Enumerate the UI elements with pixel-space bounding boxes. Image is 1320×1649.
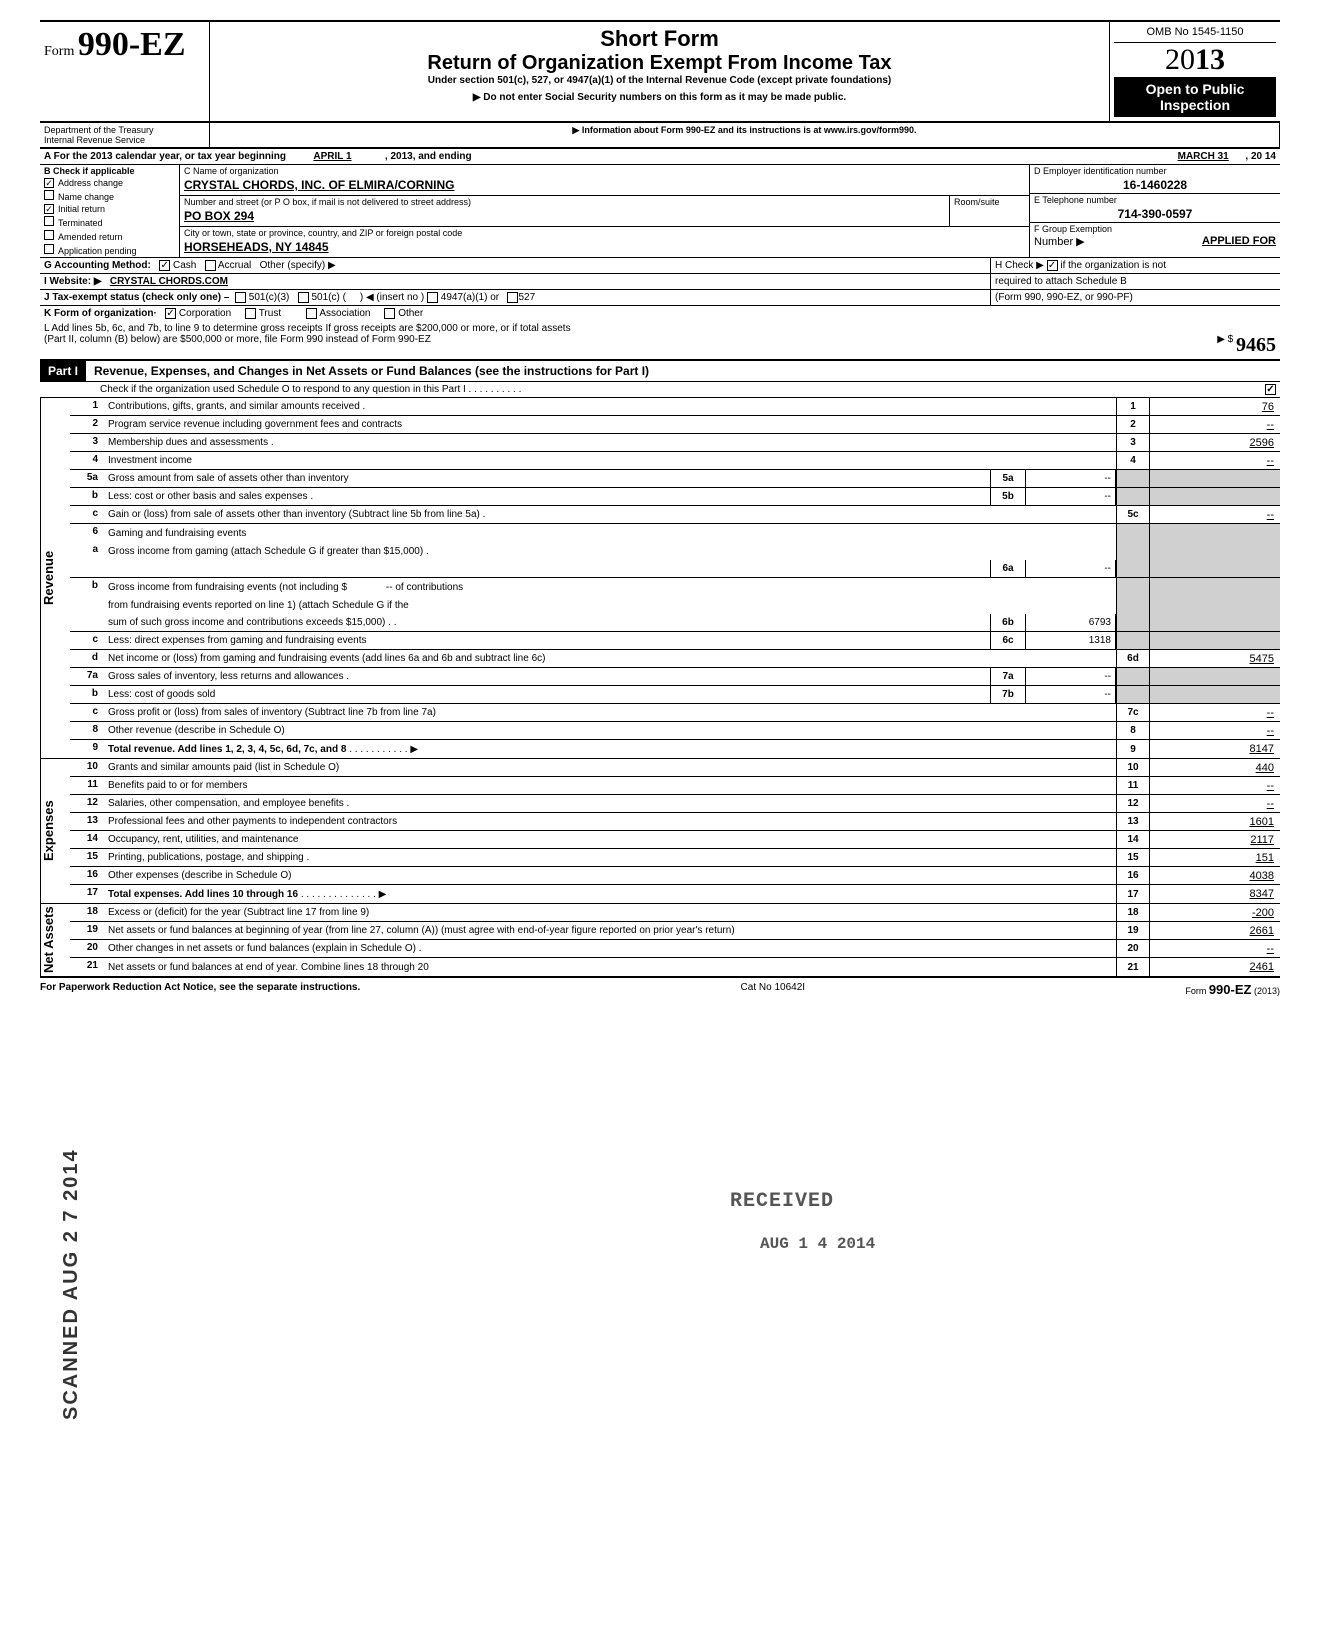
scanned-stamp: SCANNED AUG 2 7 2014 [60, 1148, 83, 1420]
form-number-cell: Form 990-EZ [40, 22, 210, 121]
checkbox-name-change[interactable] [44, 190, 54, 200]
checkbox-schedule-o[interactable]: ✓ [1265, 384, 1276, 395]
org-street: PO BOX 294 [180, 208, 949, 226]
checkbox-pending[interactable] [44, 244, 54, 254]
netassets-section: Net Assets 18Excess or (deficit) for the… [40, 904, 1280, 976]
revenue-label: Revenue [40, 398, 70, 758]
info-link: ▶ Information about Form 990-EZ and its … [210, 123, 1280, 147]
line-6b-amt: 6793 [1026, 614, 1116, 631]
line-11-amt: -- [1150, 777, 1280, 794]
year-end: MARCH 31 [1178, 151, 1229, 162]
line-21-amt: 2461 [1150, 958, 1280, 976]
omb-cell: OMB No 1545-1150 2013 Open to Public Ins… [1110, 22, 1280, 121]
row-i: I Website: ▶ CRYSTAL CHORDS.COM required… [40, 274, 1280, 290]
checkbox-527[interactable] [507, 292, 518, 303]
line-17-amt: 8347 [1150, 885, 1280, 903]
line-20-amt: -- [1150, 940, 1280, 957]
footer: For Paperwork Reduction Act Notice, see … [40, 976, 1280, 997]
title-cell: Short Form Return of Organization Exempt… [210, 22, 1110, 121]
line-18-amt: -200 [1150, 904, 1280, 921]
part1-check-row: Check if the organization used Schedule … [40, 382, 1280, 398]
checkbox-trust[interactable] [245, 308, 256, 319]
line-6c-amt: 1318 [1026, 632, 1116, 649]
dept-row: Department of the Treasury Internal Reve… [40, 123, 1280, 149]
org-city: HORSEHEADS, NY 14845 [180, 239, 1029, 257]
year-begin: APRIL 1 [313, 151, 351, 162]
col-b: B Check if applicable ✓Address change Na… [40, 165, 180, 257]
omb-no: OMB No 1545-1150 [1114, 26, 1276, 43]
no-ssn: ▶ Do not enter Social Security numbers o… [218, 92, 1101, 103]
date-stamp: AUG 1 4 2014 [760, 1235, 875, 1253]
line-9-amt: 8147 [1150, 740, 1280, 758]
checkbox-501c[interactable] [298, 292, 309, 303]
line-7c-amt: -- [1150, 704, 1280, 721]
checkbox-amended[interactable] [44, 230, 54, 240]
received-stamp: RECEIVED [730, 1190, 834, 1213]
phone: 714-390-0597 [1030, 206, 1280, 222]
line-19-amt: 2661 [1150, 922, 1280, 939]
row-k: K Form of organization· ✓ Corporation Tr… [40, 306, 1280, 321]
part1-header: Part I Revenue, Expenses, and Changes in… [40, 361, 1280, 382]
line-12-amt: -- [1150, 795, 1280, 812]
row-g: G Accounting Method: ✓ Cash Accrual Othe… [40, 258, 1280, 274]
open-public: Open to Public Inspection [1114, 77, 1276, 117]
col-c: C Name of organization CRYSTAL CHORDS, I… [180, 165, 1030, 257]
line-3-amt: 2596 [1150, 434, 1280, 451]
revenue-section: Revenue 1Contributions, gifts, grants, a… [40, 398, 1280, 759]
line-4-amt: -- [1150, 452, 1280, 469]
line-14-amt: 2117 [1150, 831, 1280, 848]
checkbox-501c3[interactable] [235, 292, 246, 303]
line-2-amt: -- [1150, 416, 1280, 433]
line-15-amt: 151 [1150, 849, 1280, 866]
col-d: D Employer identification number 16-1460… [1030, 165, 1280, 257]
checkbox-other[interactable] [384, 308, 395, 319]
form-990ez: Form 990-EZ Short Form Return of Organiz… [40, 20, 1280, 997]
form-number: 990-EZ [78, 26, 186, 63]
line-8-amt: -- [1150, 722, 1280, 739]
checkbox-accrual[interactable] [205, 260, 216, 271]
expenses-label: Expenses [40, 759, 70, 903]
line-6d-amt: 5475 [1150, 650, 1280, 667]
line-10-amt: 440 [1150, 759, 1280, 776]
row-l: L Add lines 5b, 6c, and 7b, to line 9 to… [40, 321, 1280, 361]
line-13-amt: 1601 [1150, 813, 1280, 830]
line-16-amt: 4038 [1150, 867, 1280, 884]
checkbox-4947[interactable] [427, 292, 438, 303]
row-j: J Tax-exempt status (check only one) – 5… [40, 290, 1280, 306]
line-1-amt: 76 [1150, 398, 1280, 415]
group-exemption: APPLIED FOR [1085, 235, 1276, 248]
checkbox-initial-return[interactable]: ✓ [44, 204, 54, 214]
line-5c-amt: -- [1150, 506, 1280, 523]
checkbox-terminated[interactable] [44, 216, 54, 226]
checkbox-address-change[interactable]: ✓ [44, 178, 54, 188]
tax-year: 2013 [1114, 43, 1276, 77]
org-name: CRYSTAL CHORDS, INC. OF ELMIRA/CORNING [180, 177, 1029, 195]
checkbox-cash[interactable]: ✓ [159, 260, 170, 271]
short-form: Short Form [218, 26, 1101, 52]
line-a: A For the 2013 calendar year, or tax yea… [40, 149, 1280, 165]
checkbox-assoc[interactable] [306, 308, 317, 319]
form-prefix: Form [44, 44, 74, 59]
gross-receipts: 9465 [1236, 334, 1276, 357]
ein: 16-1460228 [1030, 177, 1280, 193]
bcd-block: B Check if applicable ✓Address change Na… [40, 165, 1280, 258]
checkbox-corp[interactable]: ✓ [165, 308, 176, 319]
checkbox-h[interactable]: ✓ [1047, 260, 1058, 271]
netassets-label: Net Assets [40, 904, 70, 976]
header-row: Form 990-EZ Short Form Return of Organiz… [40, 20, 1280, 123]
subtitle: Under section 501(c), 527, or 4947(a)(1)… [218, 75, 1101, 86]
dept-treasury: Department of the Treasury Internal Reve… [40, 123, 210, 147]
website: CRYSTAL CHORDS.COM [110, 276, 228, 287]
return-title: Return of Organization Exempt From Incom… [218, 52, 1101, 75]
expenses-section: Expenses 10Grants and similar amounts pa… [40, 759, 1280, 904]
